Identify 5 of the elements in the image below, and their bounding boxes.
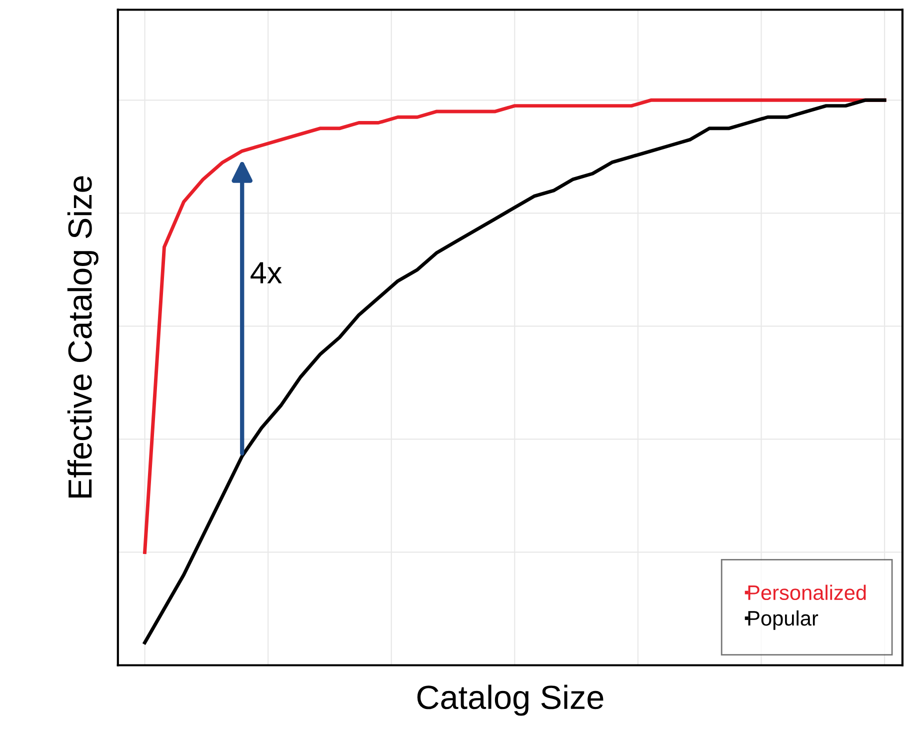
x-axis-title: Catalog Size [417, 684, 604, 716]
legend-label: Personalized [748, 584, 866, 600]
y-axis-title: Effective Catalog Size [67, 176, 98, 498]
annotation: 4x [250, 262, 282, 284]
legend-label: Popular [748, 610, 818, 630]
